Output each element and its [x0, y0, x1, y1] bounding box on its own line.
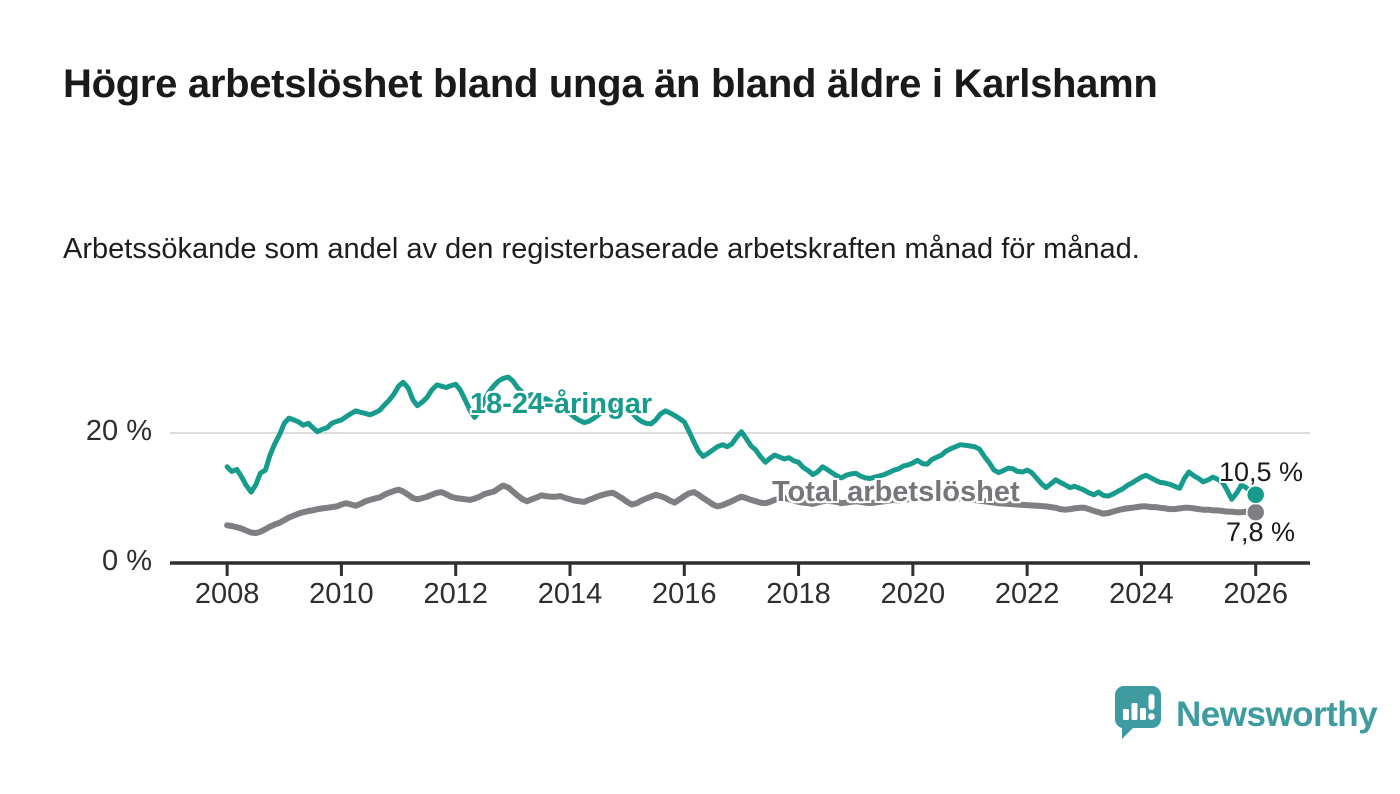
y-tick-label: 0 % [102, 545, 152, 577]
series-end-dot [1245, 485, 1266, 505]
x-tick-label: 2020 [880, 578, 946, 610]
x-tick-label: 2008 [194, 578, 260, 610]
x-tick-label: 2018 [766, 578, 831, 610]
chart-subtitle: Arbetssökande som andel av den registerb… [63, 233, 1140, 265]
series-line [224, 482, 1259, 537]
series-label-18-24: 18-24-åringar [470, 388, 653, 420]
series-label-total: Total arbetslöshet [772, 476, 1020, 508]
end-value-label-total: 7,8 % [1226, 517, 1296, 547]
y-tick-label: 20 % [85, 415, 152, 447]
x-tick-label: 2012 [423, 578, 488, 610]
x-tick-label: 2014 [537, 578, 603, 610]
chart-title: Högre arbetslöshet bland unga än bland ä… [63, 62, 1158, 106]
x-tick-label: 2024 [1109, 578, 1174, 610]
newsworthy-logo-text: Newsworthy [1176, 694, 1378, 734]
x-tick-label: 2016 [652, 578, 717, 610]
end-value-label-18-24: 10,5 % [1219, 457, 1304, 487]
x-tick-label: 2010 [309, 578, 374, 610]
x-tick-label: 2026 [1223, 578, 1288, 610]
newsworthy-logo-icon [1113, 684, 1163, 745]
series-line [224, 374, 1259, 502]
newsworthy-logo: Newsworthy [1113, 684, 1378, 745]
x-tick-label: 2022 [994, 578, 1060, 610]
